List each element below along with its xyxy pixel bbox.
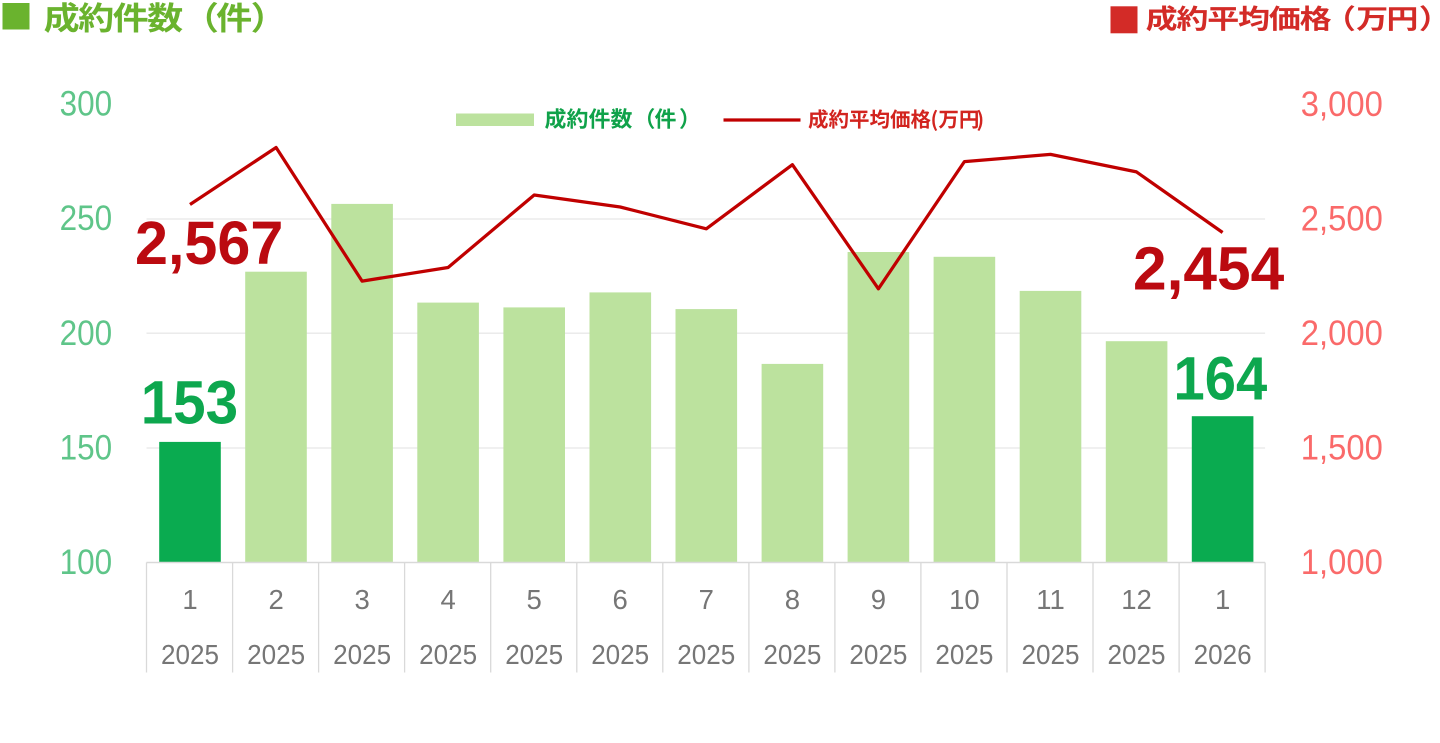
svg-text:250: 250	[60, 199, 113, 238]
svg-text:2025: 2025	[333, 639, 391, 670]
svg-text:5: 5	[527, 584, 542, 615]
svg-text:2025: 2025	[505, 639, 563, 670]
svg-text:200: 200	[60, 314, 113, 353]
svg-text:2,567: 2,567	[135, 209, 283, 278]
svg-text:3,000: 3,000	[1301, 85, 1383, 124]
svg-text:2025: 2025	[1022, 639, 1080, 670]
svg-text:2025: 2025	[677, 639, 735, 670]
svg-text:6: 6	[613, 584, 628, 615]
svg-text:100: 100	[60, 543, 113, 582]
svg-text:2025: 2025	[161, 639, 219, 670]
svg-text:10: 10	[949, 584, 980, 615]
svg-text:2025: 2025	[935, 639, 993, 670]
svg-text:12: 12	[1121, 584, 1152, 615]
svg-text:1: 1	[182, 584, 197, 615]
svg-text:2025: 2025	[849, 639, 907, 670]
svg-text:2,454: 2,454	[1133, 235, 1284, 304]
svg-text:2025: 2025	[591, 639, 649, 670]
svg-text:3: 3	[354, 584, 369, 615]
svg-text:2025: 2025	[247, 639, 305, 670]
svg-text:2,500: 2,500	[1301, 199, 1383, 238]
svg-text:1: 1	[1215, 584, 1230, 615]
svg-text:2025: 2025	[419, 639, 477, 670]
svg-text:153: 153	[141, 369, 239, 438]
svg-text:1,000: 1,000	[1301, 543, 1383, 582]
svg-text:4: 4	[440, 584, 455, 615]
svg-text:1,500: 1,500	[1301, 429, 1383, 468]
svg-text:2: 2	[268, 584, 283, 615]
svg-text:2026: 2026	[1194, 639, 1252, 670]
svg-text:8: 8	[785, 584, 800, 615]
svg-text:300: 300	[60, 85, 113, 124]
svg-text:9: 9	[871, 584, 886, 615]
svg-text:2025: 2025	[1108, 639, 1166, 670]
svg-text:164: 164	[1174, 345, 1268, 414]
svg-text:11: 11	[1036, 584, 1065, 615]
svg-text:2,000: 2,000	[1301, 314, 1383, 353]
svg-text:150: 150	[60, 428, 113, 467]
svg-text:2025: 2025	[763, 639, 821, 670]
svg-text:7: 7	[699, 584, 714, 615]
